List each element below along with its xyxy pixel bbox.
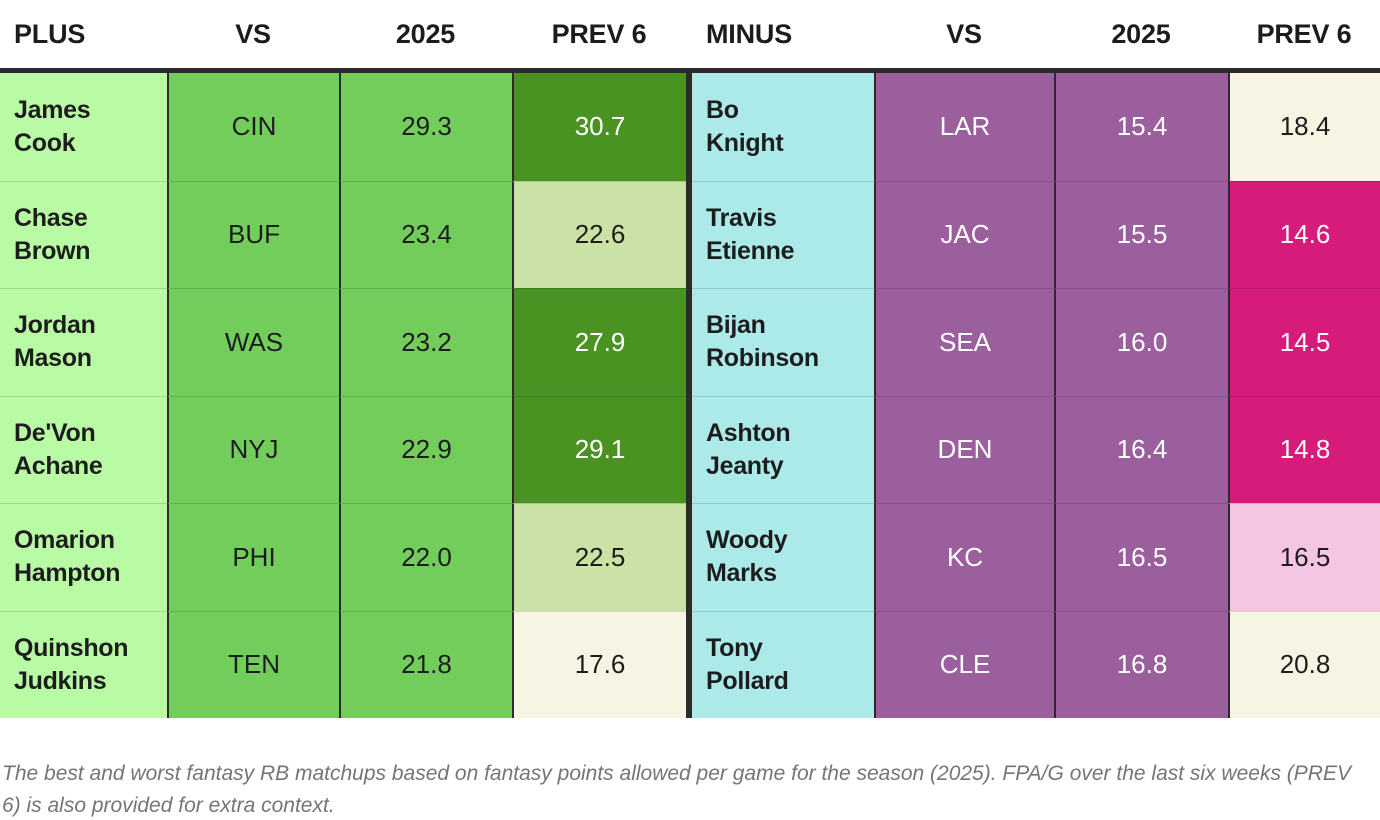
player-name-line: Woody [706, 526, 788, 555]
prev6-cell: 17.6 [512, 610, 686, 718]
player-name-line: Tony [706, 633, 763, 662]
prev6-cell: 16.5 [1228, 503, 1380, 611]
player-name-line: Knight [706, 128, 784, 157]
vs-cell: KC [874, 503, 1054, 611]
season-2025-cell: 23.2 [339, 288, 512, 396]
season-2025-cell: 29.3 [339, 73, 512, 181]
table-header-row: PLUS VS 2025 PREV 6 MINUS VS 2025 PREV 6 [0, 0, 1380, 68]
vs-cell: TEN [167, 610, 339, 718]
vs-cell: LAR [874, 73, 1054, 181]
player-name-cell: Jordan Mason [0, 288, 167, 396]
vs-cell: JAC [874, 180, 1054, 288]
prev6-cell: 14.6 [1228, 180, 1380, 288]
player-name-line: Robinson [706, 344, 819, 373]
player-name-cell: Chase Brown [0, 180, 167, 288]
player-name-line: Pollard [706, 666, 789, 695]
player-name-line: Ashton [706, 418, 791, 447]
vs-cell: CIN [167, 73, 339, 181]
header-plus-vs: VS [235, 18, 271, 49]
header-minus-vs: VS [946, 18, 982, 49]
player-name-line: Brown [14, 236, 91, 265]
prev6-cell: 27.9 [512, 288, 686, 396]
vs-cell: NYJ [167, 395, 339, 503]
player-name-cell: James Cook [0, 73, 167, 181]
season-2025-cell: 15.4 [1054, 73, 1228, 181]
player-name-cell: De'Von Achane [0, 395, 167, 503]
vs-cell: PHI [167, 503, 339, 611]
season-2025-cell: 22.0 [339, 503, 512, 611]
prev6-cell: 18.4 [1228, 73, 1380, 181]
header-minus-prev6: PREV 6 [1256, 18, 1352, 49]
player-name-line: Bo [706, 95, 739, 124]
player-name-cell: Bo Knight [692, 73, 874, 181]
prev6-cell: 22.6 [512, 180, 686, 288]
vs-cell: DEN [874, 395, 1054, 503]
table-middle-divider [686, 73, 692, 718]
season-2025-cell: 16.0 [1054, 288, 1228, 396]
table-caption: The best and worst fantasy RB matchups b… [2, 762, 1351, 817]
season-2025-cell: 15.5 [1054, 180, 1228, 288]
player-name-cell: Quinshon Judkins [0, 610, 167, 718]
season-2025-cell: 16.4 [1054, 395, 1228, 503]
header-plus-prev6: PREV 6 [551, 18, 647, 49]
prev6-cell: 14.5 [1228, 288, 1380, 396]
season-2025-cell: 23.4 [339, 180, 512, 288]
player-name-cell: Tony Pollard [692, 610, 874, 718]
player-name-line: Chase [14, 203, 88, 232]
player-name-line: Omarion [14, 526, 115, 555]
header-minus: MINUS [706, 18, 792, 49]
player-name-cell: Ashton Jeanty [692, 395, 874, 503]
season-2025-cell: 21.8 [339, 610, 512, 718]
player-name-line: Etienne [706, 236, 795, 265]
player-name-line: Travis [706, 203, 777, 232]
vs-cell: CLE [874, 610, 1054, 718]
prev6-cell: 14.8 [1228, 395, 1380, 503]
season-2025-cell: 22.9 [339, 395, 512, 503]
vs-cell: WAS [167, 288, 339, 396]
prev6-cell: 20.8 [1228, 610, 1380, 718]
player-name-line: Marks [706, 559, 777, 588]
prev6-cell: 22.5 [512, 503, 686, 611]
player-name-line: De'Von [14, 418, 96, 447]
vs-cell: BUF [167, 180, 339, 288]
header-plus: PLUS [14, 18, 86, 49]
player-name-line: James [14, 95, 91, 124]
season-2025-cell: 16.5 [1054, 503, 1228, 611]
player-name-cell: Travis Etienne [692, 180, 874, 288]
player-name-cell: Woody Marks [692, 503, 874, 611]
player-name-line: Cook [14, 128, 76, 157]
player-name-line: Mason [14, 344, 92, 373]
player-name-line: Judkins [14, 666, 107, 695]
table-body: James Cook CIN 29.3 30.7 Chase Brown BUF 23.4 22.… [0, 68, 1380, 718]
player-name-cell: Bijan Robinson [692, 288, 874, 396]
player-name-line: Jeanty [706, 451, 784, 480]
player-name-line: Quinshon [14, 633, 129, 662]
player-name-line: Jordan [14, 311, 96, 340]
player-name-cell: Omarion Hampton [0, 503, 167, 611]
player-name-line: Achane [14, 451, 103, 480]
player-name-line: Bijan [706, 311, 766, 340]
season-2025-cell: 16.8 [1054, 610, 1228, 718]
prev6-cell: 29.1 [512, 395, 686, 503]
header-plus-2025: 2025 [395, 18, 456, 49]
header-minus-2025: 2025 [1111, 18, 1171, 49]
vs-cell: SEA [874, 288, 1054, 396]
player-name-line: Hampton [14, 559, 121, 588]
prev6-cell: 30.7 [512, 73, 686, 181]
